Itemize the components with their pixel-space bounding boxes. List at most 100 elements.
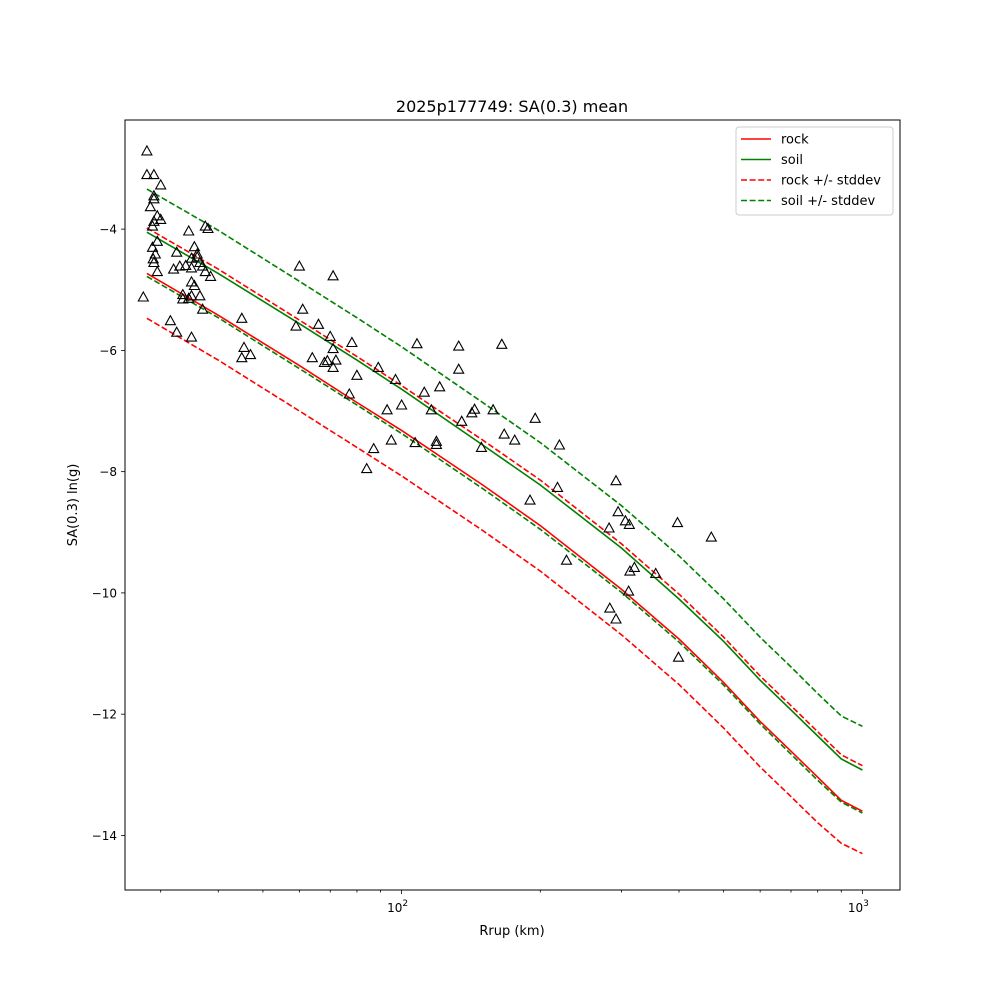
data-point [495,338,508,349]
data-point [610,474,622,486]
data-point [560,554,573,565]
data-point [475,441,488,452]
x-tick-label: 103 [848,899,869,915]
data-point [185,330,198,342]
data-point [185,261,198,273]
data-point [610,612,622,624]
data-point [199,219,212,231]
data-point [164,314,177,326]
data-point [372,361,385,372]
data-point [154,213,167,224]
data-point [430,435,443,446]
data-point [191,247,204,259]
data-point [204,270,217,281]
y-tick-label: −10 [92,586,117,600]
data-point [498,427,511,439]
x-tick-label-exponent: 3 [863,899,869,909]
data-point [147,215,160,226]
data-point [196,303,209,314]
x-axis-label: Rrup (km) [479,924,544,939]
legend-label-3: soil +/- stddev [781,194,876,209]
data-point [327,361,340,372]
data-point [140,168,153,180]
plot-area [124,119,901,891]
data-point [306,351,319,363]
data-point [705,530,718,542]
legend-box [735,126,894,216]
data-point [603,601,616,613]
data-point [327,269,340,281]
data-point [170,326,183,337]
y-axis-label: SA(0.3) ln(g) [66,464,81,547]
data-point [147,189,160,201]
data-point [468,403,481,414]
data-point [430,438,443,449]
data-point [452,339,465,351]
data-point [182,224,195,236]
y-axis-ticks: −4 −6 −8 −10 −12 −14 [92,223,125,843]
x-axis-ticks: 102 103 [160,890,869,915]
data-point [619,514,632,526]
series-layer [146,188,863,855]
y-tick-label: −12 [92,708,117,722]
data-point [623,518,636,529]
data-point [147,252,160,264]
series-line-4 [146,188,863,728]
data-point [196,259,209,271]
data-point [312,318,325,329]
y-tick-label: −6 [99,344,117,358]
legend-label-2: rock +/- stddev [781,174,881,189]
data-point [202,222,214,234]
data-point [179,259,192,271]
y-tick-label: −4 [99,223,117,237]
data-point [146,241,159,252]
data-point [350,369,363,380]
data-point [327,342,340,354]
data-point [185,289,198,301]
data-point [146,219,159,231]
data-point [244,348,257,360]
data-point [524,493,536,505]
data-point [147,192,160,204]
series-line-3 [146,317,863,855]
data-point [345,336,358,348]
chart-title: 2025p177749: SA(0.3) mean [396,97,628,116]
x-tick-label: 102 [387,899,408,915]
data-point [603,521,616,533]
data-point [418,386,431,397]
data-point [318,356,331,368]
series-line-5 [146,275,863,814]
data-point [395,398,408,410]
data-point [296,303,309,314]
data-point [455,415,468,426]
x-tick-label-exponent: 2 [402,899,408,909]
data-point [628,561,641,572]
data-point [188,240,201,252]
legend-label-0: rock [781,133,809,148]
series-line-2 [146,227,863,767]
data-point [622,584,635,596]
series-line-1 [146,231,863,771]
data-point [343,387,356,399]
data-point [409,436,422,448]
data-point [367,442,380,454]
data-point [140,144,153,156]
data-point [199,265,212,277]
data-point [235,312,248,323]
data-point [147,256,160,268]
data-point [649,567,662,579]
data-point [487,403,500,415]
y-tick-label: −14 [92,829,117,843]
data-point [381,403,394,415]
data-point [290,319,302,331]
data-point [433,380,446,392]
data-point [154,178,167,190]
data-point [182,292,195,303]
data-point [553,438,566,450]
data-point [170,246,183,257]
data-point [385,433,398,445]
data-point [188,279,201,291]
data-point [147,168,160,180]
points-layer [137,144,718,662]
